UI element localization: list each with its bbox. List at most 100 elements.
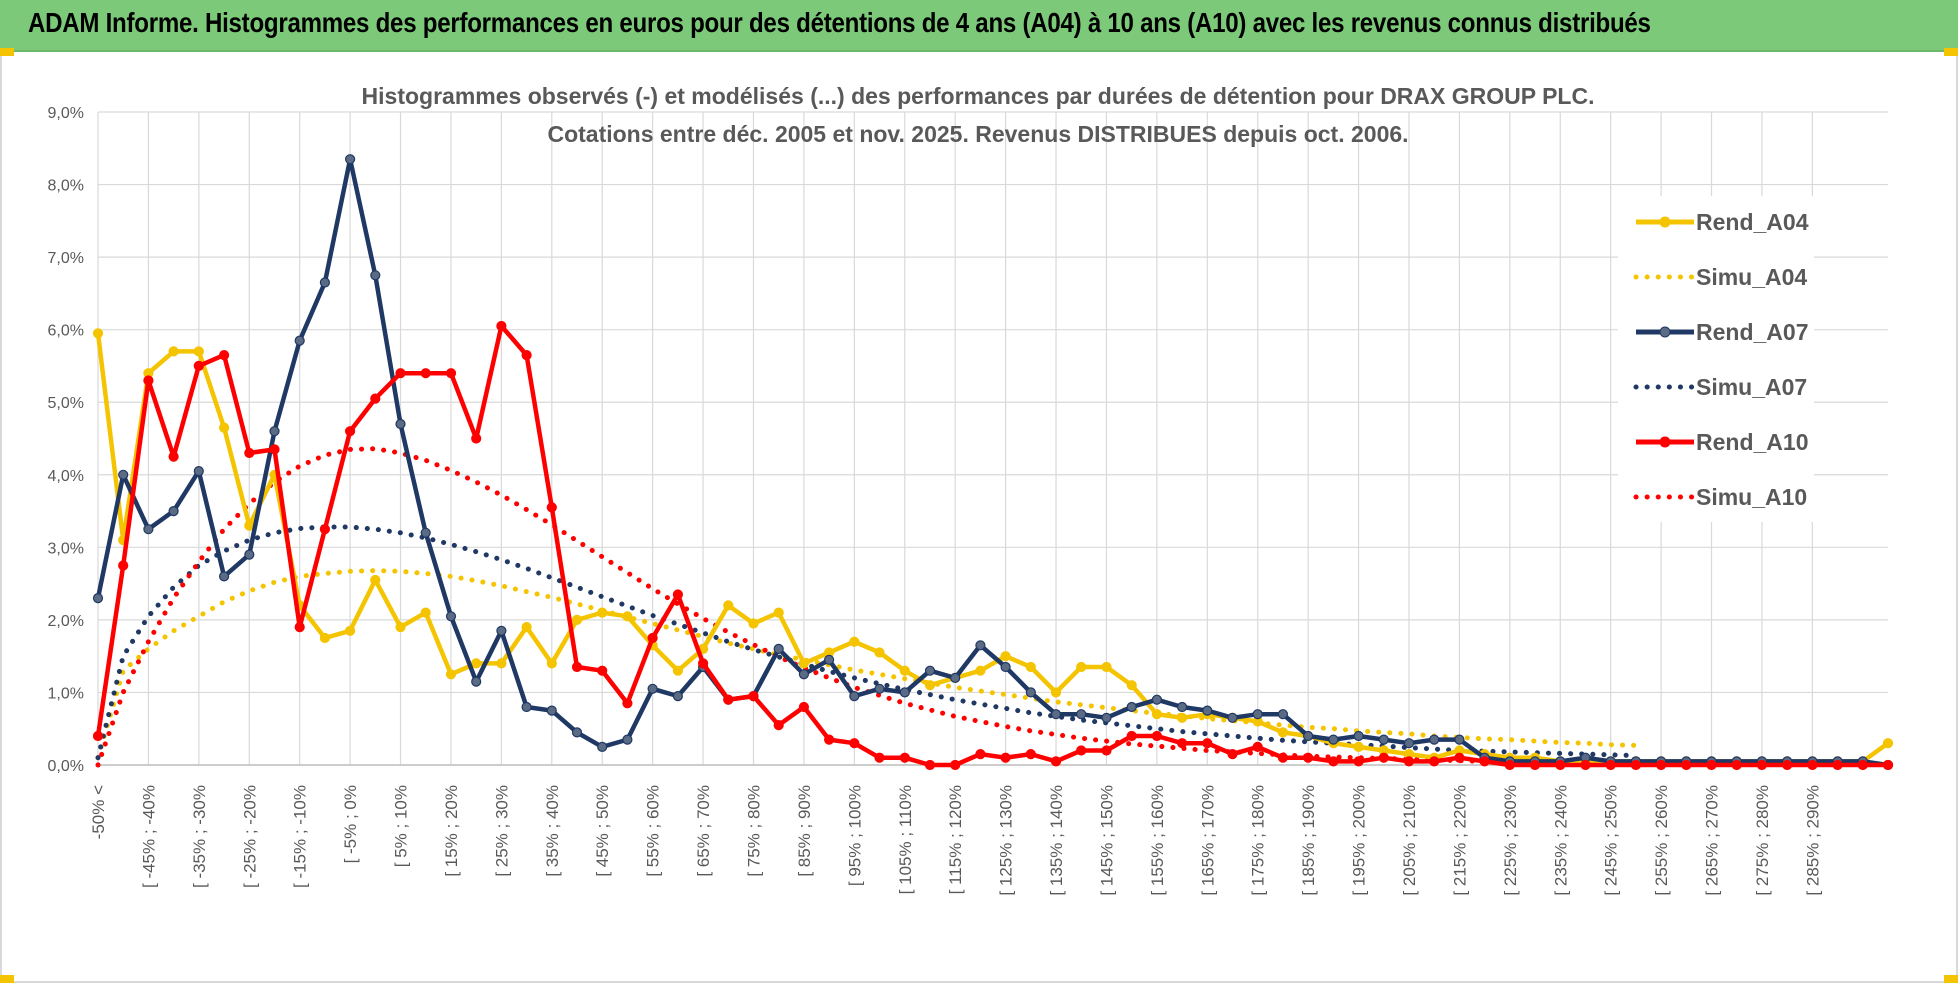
x-tick-label: [ -25% ; -20%	[240, 785, 259, 888]
y-axis: 0,0% 1,0% 2,0% 3,0% 4,0% 5,0% 6,0% 7,0% 8,0% 9,0%	[48, 105, 84, 775]
data-point	[1782, 759, 1793, 771]
data-point	[899, 752, 910, 763]
chart-title-line-1: Histogrammes observés (-) et modélisés (…	[362, 83, 1595, 109]
data-point	[395, 621, 406, 633]
data-point	[1176, 701, 1188, 713]
data-point	[1050, 687, 1062, 698]
y-tick-label: 9,0%	[48, 105, 84, 122]
data-point	[748, 690, 759, 702]
y-tick-label: 3,0%	[48, 540, 84, 557]
corner-marker	[1944, 48, 1958, 56]
data-point	[647, 632, 658, 644]
data-point	[269, 426, 280, 437]
series-simu-a04	[95, 568, 1639, 761]
data-point	[874, 752, 885, 763]
data-point	[546, 705, 557, 716]
data-point	[1454, 752, 1465, 763]
data-point	[1429, 734, 1440, 745]
data-point	[395, 368, 406, 379]
data-point	[395, 418, 406, 430]
data-point	[1025, 687, 1036, 698]
data-point	[471, 658, 482, 669]
legend-item: Rend_A07	[1636, 319, 1808, 345]
x-tick-label: [ 115% ; 120%	[946, 785, 965, 894]
x-tick-label: [ 125% ; 130%	[997, 785, 1016, 896]
data-point	[1857, 759, 1868, 771]
data-point	[1328, 734, 1339, 745]
data-point	[1882, 759, 1894, 771]
x-tick-label: [ 275% ; 280%	[1753, 785, 1772, 896]
data-point	[445, 611, 457, 622]
data-point	[571, 661, 583, 673]
data-point	[672, 690, 684, 702]
legend-label: Rend_A10	[1696, 429, 1808, 455]
x-tick-label: [ 265% ; 270%	[1703, 785, 1722, 896]
x-tick-label: [ -35% ; -30%	[190, 785, 209, 888]
x-tick-label: [ 195% ; 200%	[1350, 785, 1369, 896]
legend: Rend_A04 Simu_A04 Rend_A07 Simu_A07 Rend_A10…	[1618, 196, 1814, 522]
data-point	[168, 451, 179, 462]
series-rend-a10	[92, 320, 1894, 771]
data-point	[420, 368, 431, 379]
data-point	[1807, 759, 1818, 771]
data-point	[1126, 680, 1137, 691]
data-point	[1555, 759, 1566, 771]
x-tick-label: [ 15% ; 20%	[442, 785, 461, 877]
data-point	[193, 360, 204, 371]
x-tick-label: [ 245% ; 250%	[1602, 785, 1621, 896]
data-point	[345, 154, 356, 165]
data-point	[1076, 709, 1087, 720]
data-point	[924, 665, 936, 676]
data-point	[1630, 759, 1642, 771]
data-point	[521, 701, 532, 713]
data-point	[219, 571, 230, 582]
x-tick-label: [ 215% ; 220%	[1450, 785, 1469, 896]
y-tick-label: 2,0%	[48, 613, 84, 630]
data-point	[1429, 756, 1440, 767]
data-point	[496, 658, 507, 669]
data-point	[168, 506, 179, 517]
report-title: ADAM Informe. Histogrammes des performan…	[28, 7, 1651, 38]
data-point	[950, 759, 961, 771]
data-point	[1403, 738, 1415, 749]
data-point	[1151, 730, 1163, 742]
x-tick-label: [ 95% ; 100%	[845, 785, 864, 886]
data-point	[1882, 738, 1894, 749]
data-point	[244, 549, 255, 560]
data-point	[319, 632, 330, 644]
data-point	[697, 658, 709, 669]
data-point	[1353, 756, 1364, 767]
data-point	[1403, 756, 1415, 767]
data-point	[521, 350, 532, 361]
data-point	[571, 614, 583, 626]
data-point	[1706, 759, 1717, 771]
data-point	[1756, 759, 1768, 771]
data-point	[622, 698, 633, 709]
data-point	[975, 748, 986, 760]
chart-title-line-2: Cotations entre déc. 2005 et nov. 2025. …	[547, 121, 1408, 147]
data-point	[823, 734, 835, 745]
data-point	[1050, 709, 1062, 720]
data-point	[1731, 759, 1742, 771]
data-point	[723, 600, 734, 611]
data-point	[798, 669, 810, 680]
legend-label: Simu_A07	[1696, 374, 1807, 400]
series-line	[95, 524, 1639, 761]
x-tick-label: [ 145% ; 150%	[1097, 785, 1116, 896]
legend-marker	[1659, 216, 1671, 228]
data-point	[1000, 752, 1011, 763]
data-point	[924, 680, 936, 691]
data-point	[571, 727, 583, 738]
data-point	[319, 277, 330, 288]
data-point	[345, 625, 356, 636]
y-tick-label: 4,0%	[48, 468, 84, 485]
legend-item: Simu_A04	[1633, 264, 1807, 290]
data-point	[1454, 734, 1465, 745]
data-point	[1479, 756, 1490, 767]
x-tick-label: [ 165% ; 170%	[1198, 785, 1217, 896]
data-point	[622, 734, 633, 745]
data-point	[118, 469, 129, 480]
data-point	[1227, 712, 1238, 723]
data-point	[193, 466, 204, 477]
